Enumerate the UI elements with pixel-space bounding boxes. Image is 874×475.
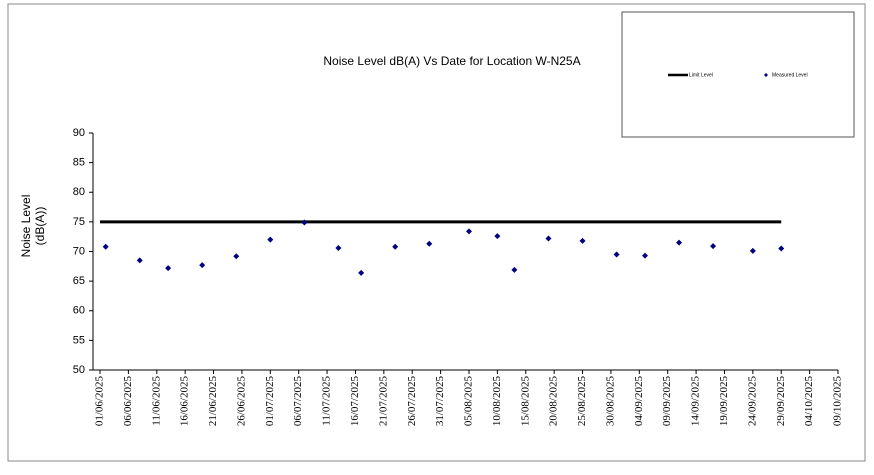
legend-label: Measured Level xyxy=(772,72,808,78)
x-tick-label: 04/10/2025 xyxy=(803,376,815,427)
y-axis-label: (dB(A)) xyxy=(33,207,47,246)
x-tick-label: 26/07/2025 xyxy=(406,376,418,427)
data-point xyxy=(641,252,648,259)
x-tick-label: 25/08/2025 xyxy=(576,376,588,427)
data-point xyxy=(494,233,501,240)
data-point xyxy=(426,240,433,247)
x-tick-label: 01/07/2025 xyxy=(264,376,276,427)
x-tick-label: 06/06/2025 xyxy=(122,376,134,427)
data-point xyxy=(392,243,399,250)
data-point xyxy=(749,247,756,254)
x-tick-label: 20/08/2025 xyxy=(548,376,560,427)
y-tick-label: 75 xyxy=(73,216,85,228)
x-tick-label: 09/09/2025 xyxy=(661,376,673,427)
y-tick-label: 55 xyxy=(73,334,85,346)
x-tick-label: 06/07/2025 xyxy=(292,376,304,427)
x-tick-label: 21/06/2025 xyxy=(207,376,219,427)
y-tick-label: 80 xyxy=(73,186,85,198)
x-tick-label: 26/06/2025 xyxy=(235,376,247,427)
data-point xyxy=(545,235,552,242)
data-point xyxy=(301,219,308,226)
data-point xyxy=(613,251,620,258)
x-tick-label: 15/08/2025 xyxy=(519,376,531,427)
y-axis-label: Noise Level xyxy=(19,195,33,258)
y-tick-label: 90 xyxy=(73,127,85,139)
data-point xyxy=(335,244,342,251)
y-tick-label: 85 xyxy=(73,157,85,169)
y-tick-label: 65 xyxy=(73,275,85,287)
x-tick-label: 31/07/2025 xyxy=(434,376,446,427)
x-tick-label: 11/06/2025 xyxy=(150,376,162,426)
x-tick-label: 09/10/2025 xyxy=(832,376,844,427)
x-tick-label: 16/06/2025 xyxy=(179,376,191,427)
x-tick-label: 16/07/2025 xyxy=(349,376,361,427)
data-point xyxy=(676,239,683,246)
x-tick-label: 19/09/2025 xyxy=(718,376,730,427)
x-tick-label: 05/08/2025 xyxy=(463,376,475,427)
x-tick-label: 21/07/2025 xyxy=(377,376,389,427)
data-point xyxy=(466,228,472,235)
chart-frame xyxy=(7,3,866,462)
data-point xyxy=(511,266,518,273)
data-point xyxy=(233,253,240,260)
x-tick-label: 24/09/2025 xyxy=(746,376,758,427)
x-tick-label: 29/09/2025 xyxy=(775,376,787,427)
data-point xyxy=(102,243,109,250)
data-point xyxy=(136,257,143,264)
legend-box xyxy=(621,11,855,138)
data-point xyxy=(579,237,586,244)
chart-title: Noise Level dB(A) Vs Date for Location W… xyxy=(323,54,580,68)
data-point xyxy=(358,269,365,276)
x-tick-label: 10/08/2025 xyxy=(491,376,503,427)
y-tick-label: 50 xyxy=(73,364,85,376)
x-tick-label: 04/09/2025 xyxy=(633,376,645,427)
x-tick-label: 14/09/2025 xyxy=(690,376,702,427)
y-tick-label: 70 xyxy=(73,245,85,257)
y-tick-label: 60 xyxy=(73,305,85,317)
data-point xyxy=(267,236,274,243)
x-tick-label: 30/08/2025 xyxy=(604,376,616,427)
data-point xyxy=(165,265,172,272)
legend-label: Limit Level xyxy=(689,72,713,78)
x-tick-label: 01/06/2025 xyxy=(94,376,106,427)
data-point xyxy=(710,243,717,250)
data-point xyxy=(199,262,206,269)
legend-swatch xyxy=(764,73,768,77)
data-point xyxy=(778,245,785,252)
x-tick-label: 11/07/2025 xyxy=(321,376,333,426)
